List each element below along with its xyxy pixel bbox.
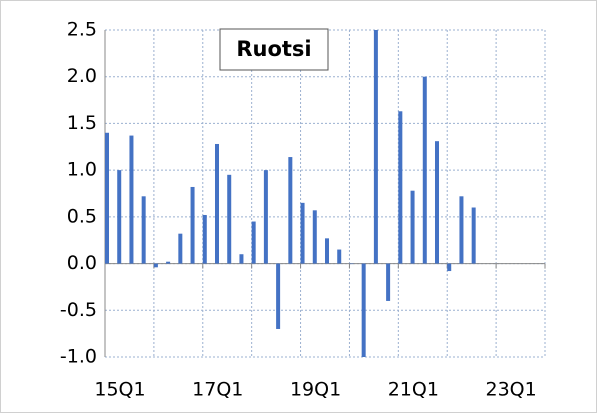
bar (337, 249, 342, 264)
y-tick-label: 1.5 (67, 112, 97, 134)
bar (166, 261, 171, 264)
title-box (219, 28, 329, 71)
y-tick-label: 1.0 (67, 159, 97, 181)
bar (129, 135, 134, 264)
y-tick-label: -1.0 (60, 346, 97, 368)
x-tick-label: 15Q1 (94, 379, 145, 401)
bar (435, 141, 439, 264)
bar (312, 210, 317, 264)
bar (202, 214, 207, 264)
bar (410, 190, 415, 264)
bar (141, 196, 146, 264)
bar (361, 263, 366, 357)
bar (251, 221, 256, 264)
bar (227, 174, 232, 264)
bar (263, 170, 268, 264)
bar (276, 263, 281, 329)
bar (459, 196, 464, 264)
bar (190, 186, 195, 264)
bar (300, 202, 305, 264)
bar (325, 238, 329, 264)
bar (398, 111, 403, 264)
x-tick-label: 17Q1 (192, 379, 243, 401)
y-tick-label: 2.5 (67, 19, 97, 41)
y-tick-label: -0.5 (60, 299, 97, 321)
bar (117, 170, 122, 264)
bar (349, 263, 354, 265)
y-tick-label: 2.0 (67, 65, 97, 87)
bar (153, 263, 158, 268)
bar (447, 263, 452, 272)
bar (386, 263, 391, 301)
x-tick-label: 19Q1 (290, 379, 341, 401)
chart-title: Ruotsi (236, 37, 311, 61)
x-tick-label: 23Q1 (485, 379, 536, 401)
bar (105, 132, 109, 264)
bar (422, 76, 427, 264)
x-tick-label: 21Q1 (388, 379, 439, 401)
bar (373, 30, 378, 264)
bar (178, 233, 183, 264)
y-tick-label: 0.0 (67, 252, 97, 274)
bar (471, 207, 476, 264)
y-tick-label: 0.5 (67, 205, 97, 227)
bar (288, 157, 293, 264)
bar (239, 254, 244, 264)
bar (215, 143, 219, 264)
